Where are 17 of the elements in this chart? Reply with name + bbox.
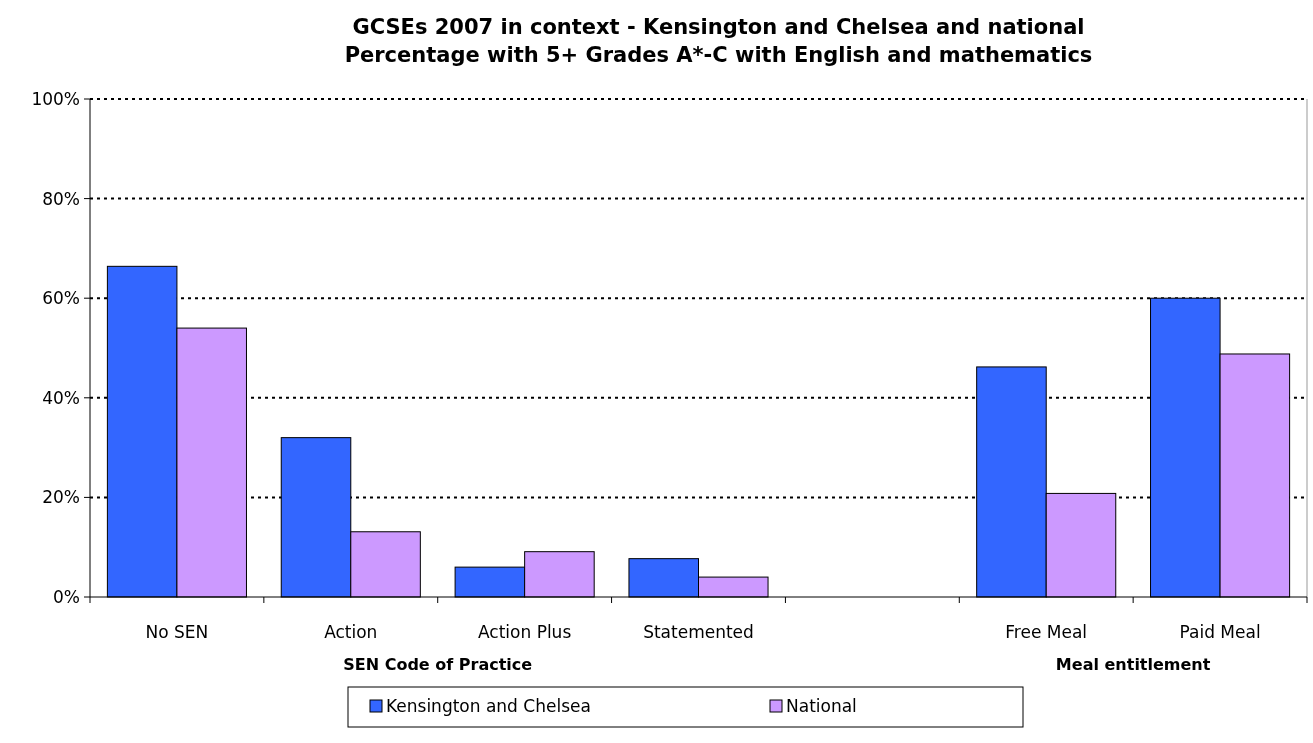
legend-label: National: [786, 695, 857, 716]
chart-title: GCSEs 2007 in context - Kensington and Chelsea and national Percentage with 5+ Grades A*-C with English and mathematics: [344, 15, 1093, 67]
x-tick-label: No SEN: [145, 622, 209, 642]
x-tick-label: Free Meal: [1005, 622, 1088, 642]
x-tick-label: Action Plus: [478, 622, 572, 642]
y-tick-label: 80%: [42, 188, 80, 209]
text: Meal entitlement: [1055, 655, 1211, 674]
y-tick-label: 100%: [31, 88, 80, 109]
y-tick-label: 0%: [53, 586, 80, 607]
legend-label: Kensington and Chelsea: [386, 695, 591, 716]
x-tick-label: Paid Meal: [1179, 622, 1261, 642]
y-tick-label: 20%: [42, 487, 80, 508]
text: SEN Code of Practice: [343, 655, 533, 674]
x-tick-label: Action: [324, 622, 378, 642]
y-tick-label: 40%: [42, 387, 80, 408]
y-tick-label: 60%: [42, 288, 80, 309]
x-tick-label: Statemented: [643, 622, 754, 642]
